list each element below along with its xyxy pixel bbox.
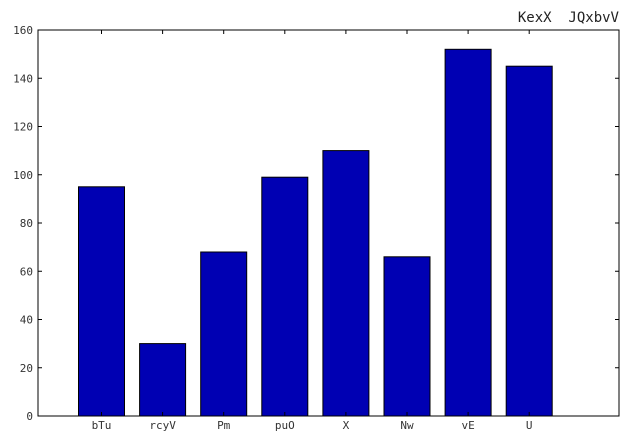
x-tick-label: vE (461, 419, 474, 432)
y-tick-label: 140 (13, 72, 33, 85)
y-tick-label: 40 (20, 314, 33, 327)
x-tick-label: bTu (92, 419, 112, 432)
bar-Pm (200, 251, 248, 417)
bar-bTu (78, 186, 125, 417)
bar-rcyV (139, 343, 187, 417)
bar-X (322, 150, 370, 417)
y-tick-label: 80 (20, 217, 33, 230)
x-tick-label: Nw (400, 419, 414, 432)
x-tick-label: U (526, 419, 533, 432)
chart-title: KexX JQxbvV (518, 10, 620, 26)
bars-group (78, 48, 553, 417)
y-tick-label: 20 (20, 362, 33, 375)
y-tick-label: 0 (26, 410, 33, 423)
x-tick-label: rcyV (149, 419, 176, 432)
y-tick-label: 60 (20, 265, 33, 278)
y-tick-label: 100 (13, 169, 33, 182)
x-axis-ticks: bTu rcyV Pm puO X Nw vE U (92, 30, 533, 432)
bar-Nw (383, 256, 431, 417)
x-tick-label: puO (275, 419, 295, 432)
bar-U (505, 65, 553, 417)
x-tick-label: Pm (217, 419, 231, 432)
bar-puO (261, 176, 309, 417)
y-tick-label: 120 (13, 121, 33, 134)
x-tick-label: X (343, 419, 350, 432)
bar-vE (444, 48, 492, 417)
y-axis-ticks: 0 20 40 60 80 100 120 140 160 (13, 24, 619, 423)
y-tick-label: 160 (13, 24, 33, 37)
